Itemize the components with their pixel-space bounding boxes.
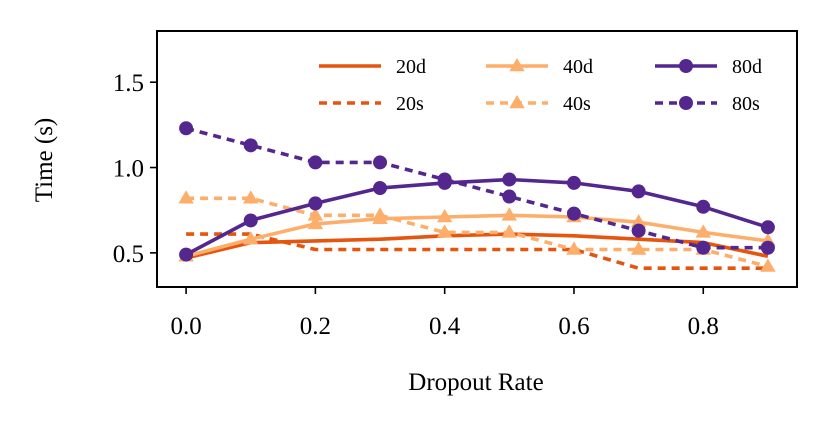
legend-item-80s: 80s bbox=[655, 93, 760, 115]
series-80d-point-1 bbox=[243, 213, 258, 228]
series-40s-point-5 bbox=[501, 224, 518, 238]
y-tick-label: 1.0 bbox=[113, 156, 144, 183]
x-tick-label: 0.2 bbox=[300, 313, 331, 340]
series-80d-point-8 bbox=[696, 199, 711, 214]
legend-item-40s: 40s bbox=[486, 93, 591, 115]
series-80d-point-7 bbox=[631, 184, 646, 199]
series-80s-point-1 bbox=[243, 138, 258, 153]
legend-item-40s-marker bbox=[509, 94, 525, 109]
series-20d-line bbox=[185, 232, 769, 260]
series-40s-point-7 bbox=[630, 241, 647, 255]
legend-item-20d-label: 20d bbox=[396, 56, 426, 78]
legend-item-40s-label: 40s bbox=[563, 93, 591, 115]
series-20s-line bbox=[186, 232, 768, 271]
series-40d-point-7 bbox=[630, 214, 647, 228]
series-group bbox=[178, 121, 776, 272]
series-40s-point-6 bbox=[566, 241, 582, 255]
series-40d-point-1 bbox=[243, 231, 259, 245]
series-80d-point-3 bbox=[373, 181, 388, 196]
series-80d-point-2 bbox=[308, 196, 323, 211]
axes-layer: 0.0 0.2 0.4 0.6 0.8 0.5 1.0 1.5 bbox=[113, 30, 798, 340]
series-80s-point-4 bbox=[437, 172, 452, 187]
legend-item-40d: 40d bbox=[486, 56, 593, 78]
series-40d-point-5 bbox=[501, 207, 518, 221]
series-80s-line bbox=[185, 126, 768, 250]
series-80d-point-9 bbox=[760, 220, 775, 235]
series-80s-point-3 bbox=[373, 155, 388, 170]
series-40s-point-1 bbox=[243, 190, 259, 204]
series-80s-point-8 bbox=[696, 240, 711, 255]
x-tick-label: 0.0 bbox=[170, 313, 201, 340]
series-80d-point-0 bbox=[179, 247, 194, 262]
series-40d-line bbox=[185, 213, 769, 259]
series-40s-line bbox=[186, 196, 769, 269]
series-40d-point-8 bbox=[695, 224, 711, 238]
legend-item-40d-label: 40d bbox=[563, 56, 593, 78]
x-axis-title: Dropout Rate bbox=[408, 369, 543, 396]
series-80d-line bbox=[185, 177, 769, 257]
legend-item-40d-marker bbox=[509, 57, 525, 72]
y-tick-label: 0.5 bbox=[113, 241, 144, 268]
plot-layer bbox=[178, 121, 776, 272]
legend-item-80s-marker bbox=[679, 96, 693, 110]
legend-item-80d-marker bbox=[679, 59, 693, 73]
plot-frame bbox=[156, 30, 798, 288]
series-80s-point-7 bbox=[631, 223, 646, 238]
series-40s-point-3 bbox=[372, 207, 388, 221]
series-80d-point-6 bbox=[566, 175, 581, 190]
legend-item-80d-label: 80d bbox=[732, 56, 762, 78]
series-80s-point-5 bbox=[502, 189, 517, 204]
series-40s-point-0 bbox=[178, 190, 194, 204]
legend-item-20s-label: 20s bbox=[396, 93, 424, 115]
legend-item-20d: 20d bbox=[319, 56, 426, 78]
legend-item-80s-label: 80s bbox=[732, 93, 760, 115]
series-40d-point-2 bbox=[307, 215, 324, 230]
series-40s-point-4 bbox=[436, 224, 453, 238]
y-tick-label: 1.5 bbox=[113, 70, 144, 97]
series-40s-point-9 bbox=[760, 258, 776, 272]
series-80s-point-9 bbox=[760, 240, 775, 255]
y-axis-title: Time (s) bbox=[31, 118, 58, 203]
x-tick-label: 0.4 bbox=[429, 313, 461, 340]
series-80s-point-2 bbox=[308, 155, 323, 170]
series-80s-point-0 bbox=[179, 121, 194, 136]
x-tick-label: 0.6 bbox=[558, 313, 589, 340]
x-tick-label: 0.8 bbox=[688, 313, 719, 340]
legend-item-20s: 20s bbox=[319, 93, 424, 115]
series-80d-point-5 bbox=[502, 172, 517, 187]
series-40d-point-4 bbox=[436, 208, 453, 223]
series-80s-point-6 bbox=[566, 206, 581, 221]
series-40s-point-2 bbox=[307, 207, 324, 221]
legend-item-80d: 80d bbox=[655, 56, 762, 78]
legend: 20d 20s 40d 40s 80d 80s bbox=[319, 56, 762, 115]
